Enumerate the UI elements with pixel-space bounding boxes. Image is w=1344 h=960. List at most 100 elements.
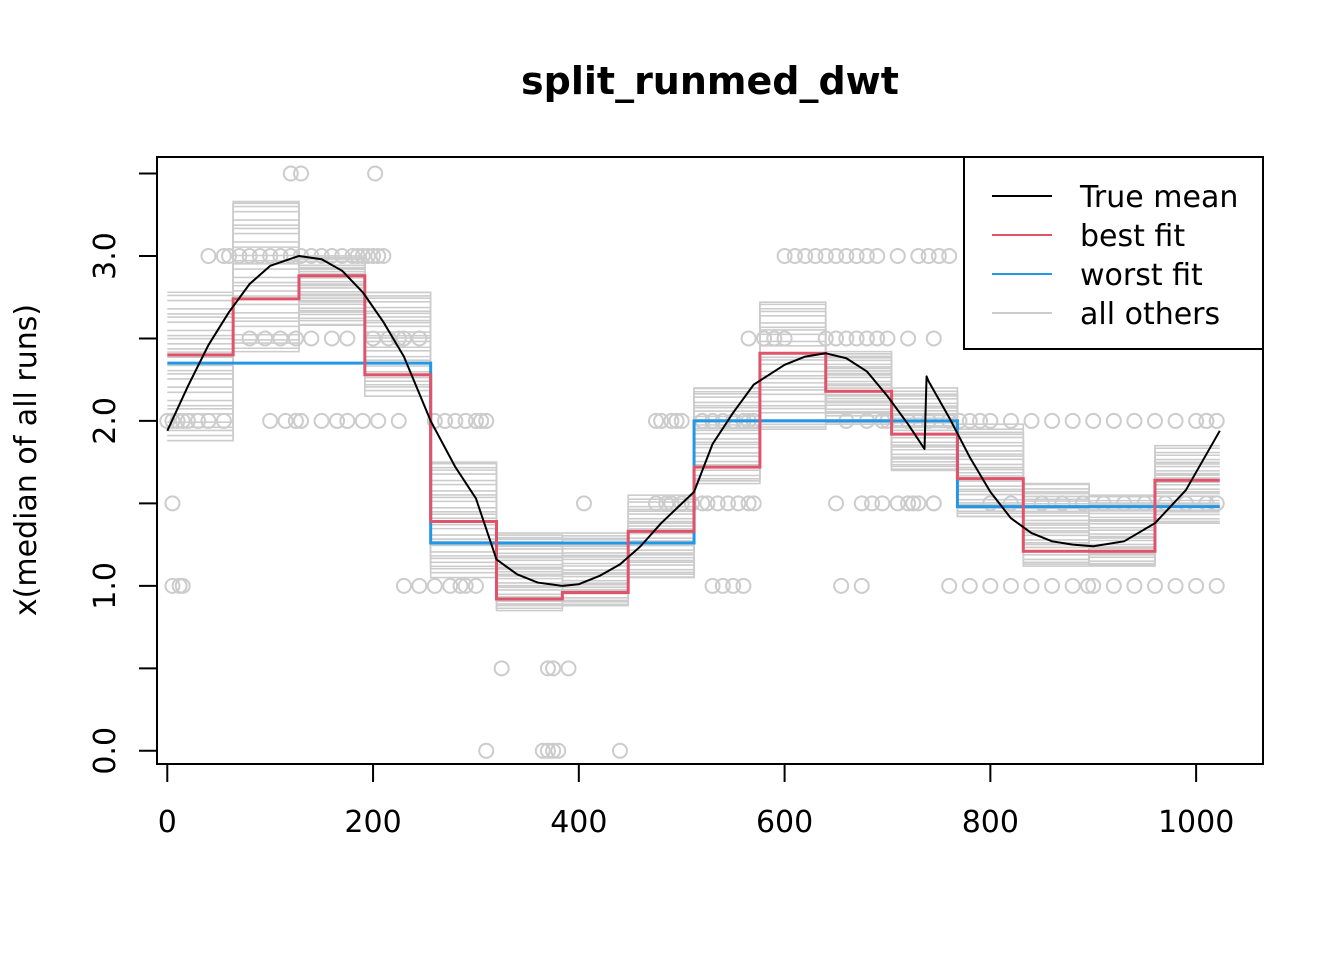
scatter-point xyxy=(838,330,855,347)
scatter-point xyxy=(864,495,881,512)
scatter-point xyxy=(545,660,562,677)
scatter-point xyxy=(282,165,299,182)
scatter-point xyxy=(889,247,906,264)
scatter-point xyxy=(740,495,757,512)
y-tick-label: 0.0 xyxy=(88,727,123,775)
scatter-point xyxy=(1167,577,1184,594)
scatter-point xyxy=(457,577,474,594)
scatter-point xyxy=(339,330,356,347)
scatter-point xyxy=(262,412,279,429)
scatter-point xyxy=(329,412,346,429)
scatter-point xyxy=(1044,412,1061,429)
scatter-point xyxy=(683,495,700,512)
scatter-point xyxy=(848,247,865,264)
scatter-point xyxy=(663,495,680,512)
scatter-point xyxy=(1023,412,1040,429)
scatter-point xyxy=(478,742,495,759)
scatter-point xyxy=(745,495,762,512)
scatter-point xyxy=(972,412,989,429)
scatter-point xyxy=(776,247,793,264)
scatter-point xyxy=(452,577,469,594)
x-tick-label: 400 xyxy=(550,805,607,840)
scatter-point xyxy=(699,495,716,512)
x-tick-label: 800 xyxy=(962,805,1019,840)
scatter-point xyxy=(730,495,747,512)
scatter-point xyxy=(1208,412,1225,429)
scatter-point xyxy=(550,742,567,759)
scatter-point xyxy=(257,330,274,347)
scatter-point xyxy=(725,577,742,594)
scatter-point xyxy=(910,495,927,512)
scatter-point xyxy=(828,495,845,512)
scatter-point xyxy=(1080,577,1097,594)
scatter-point xyxy=(647,495,664,512)
legend-label: all others xyxy=(1080,297,1220,332)
y-axis-label: x(median of all runs) xyxy=(9,304,44,616)
scatter-point xyxy=(910,247,927,264)
scatter-point xyxy=(370,412,387,429)
scatter-point xyxy=(673,495,690,512)
scatter-point xyxy=(395,577,412,594)
scatter-point xyxy=(313,412,330,429)
legend-label: best fit xyxy=(1080,219,1185,254)
scatter-point xyxy=(1198,412,1215,429)
scatter-point xyxy=(848,330,865,347)
scatter-point xyxy=(287,330,304,347)
x-tick-label: 600 xyxy=(756,805,813,840)
y-tick-label: 1.0 xyxy=(88,562,123,610)
scatter-point xyxy=(277,412,294,429)
scatter-point xyxy=(1105,577,1122,594)
legend-label: worst fit xyxy=(1080,258,1203,293)
scatter-point xyxy=(174,577,191,594)
scatter-point xyxy=(442,577,459,594)
scatter-point xyxy=(982,412,999,429)
scatter-point xyxy=(411,577,428,594)
true-mean-line xyxy=(166,254,1221,587)
scatter-point xyxy=(869,247,886,264)
scatter-point xyxy=(1146,412,1163,429)
scatter-point xyxy=(215,247,232,264)
scatter-point xyxy=(941,247,958,264)
scatter-point xyxy=(467,412,484,429)
scatter-point xyxy=(1002,412,1019,429)
scatter-point xyxy=(1126,577,1143,594)
scatter-point xyxy=(611,742,628,759)
scatter-point xyxy=(709,495,726,512)
scatter-point xyxy=(339,412,356,429)
legend: True mean best fit worst fit all others xyxy=(963,156,1264,350)
scatter-point xyxy=(370,247,387,264)
x-tick-label: 0 xyxy=(158,805,177,840)
scatter-point xyxy=(714,577,731,594)
y-tick-label: 2.0 xyxy=(88,397,123,445)
scatter-point xyxy=(164,495,181,512)
scatter-point xyxy=(720,495,737,512)
scatter-point xyxy=(925,495,942,512)
scatter-point xyxy=(390,412,407,429)
scatter-point xyxy=(241,330,258,347)
scatter-point xyxy=(467,577,484,594)
x-tick-label: 200 xyxy=(344,805,401,840)
scatter-point xyxy=(367,165,384,182)
scatter-point xyxy=(735,577,752,594)
scatter-point xyxy=(1188,577,1205,594)
scatter-point xyxy=(200,247,217,264)
scatter-point xyxy=(354,412,371,429)
scatter-point xyxy=(287,412,304,429)
scatter-point xyxy=(817,247,834,264)
y-tick-label: 3.0 xyxy=(88,232,123,280)
scatter-point xyxy=(545,742,562,759)
scatter-point xyxy=(426,577,443,594)
legend-box xyxy=(963,156,1264,350)
scatter-point xyxy=(1208,577,1225,594)
scatter-point xyxy=(833,577,850,594)
scatter-point xyxy=(838,247,855,264)
scatter-point xyxy=(575,495,592,512)
scatter-point xyxy=(663,412,680,429)
scatter-point xyxy=(539,742,556,759)
scatter-point xyxy=(925,330,942,347)
scatter-point xyxy=(740,330,757,347)
scatter-point xyxy=(858,330,875,347)
scatter-point xyxy=(776,330,793,347)
scatter-point xyxy=(920,247,937,264)
